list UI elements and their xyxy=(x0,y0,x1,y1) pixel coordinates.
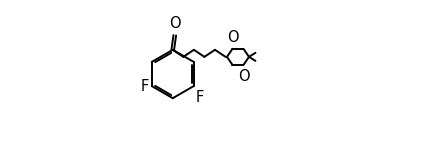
Text: O: O xyxy=(238,69,249,84)
Text: O: O xyxy=(227,30,238,45)
Text: F: F xyxy=(195,90,204,106)
Text: F: F xyxy=(140,79,149,94)
Text: O: O xyxy=(169,16,181,31)
